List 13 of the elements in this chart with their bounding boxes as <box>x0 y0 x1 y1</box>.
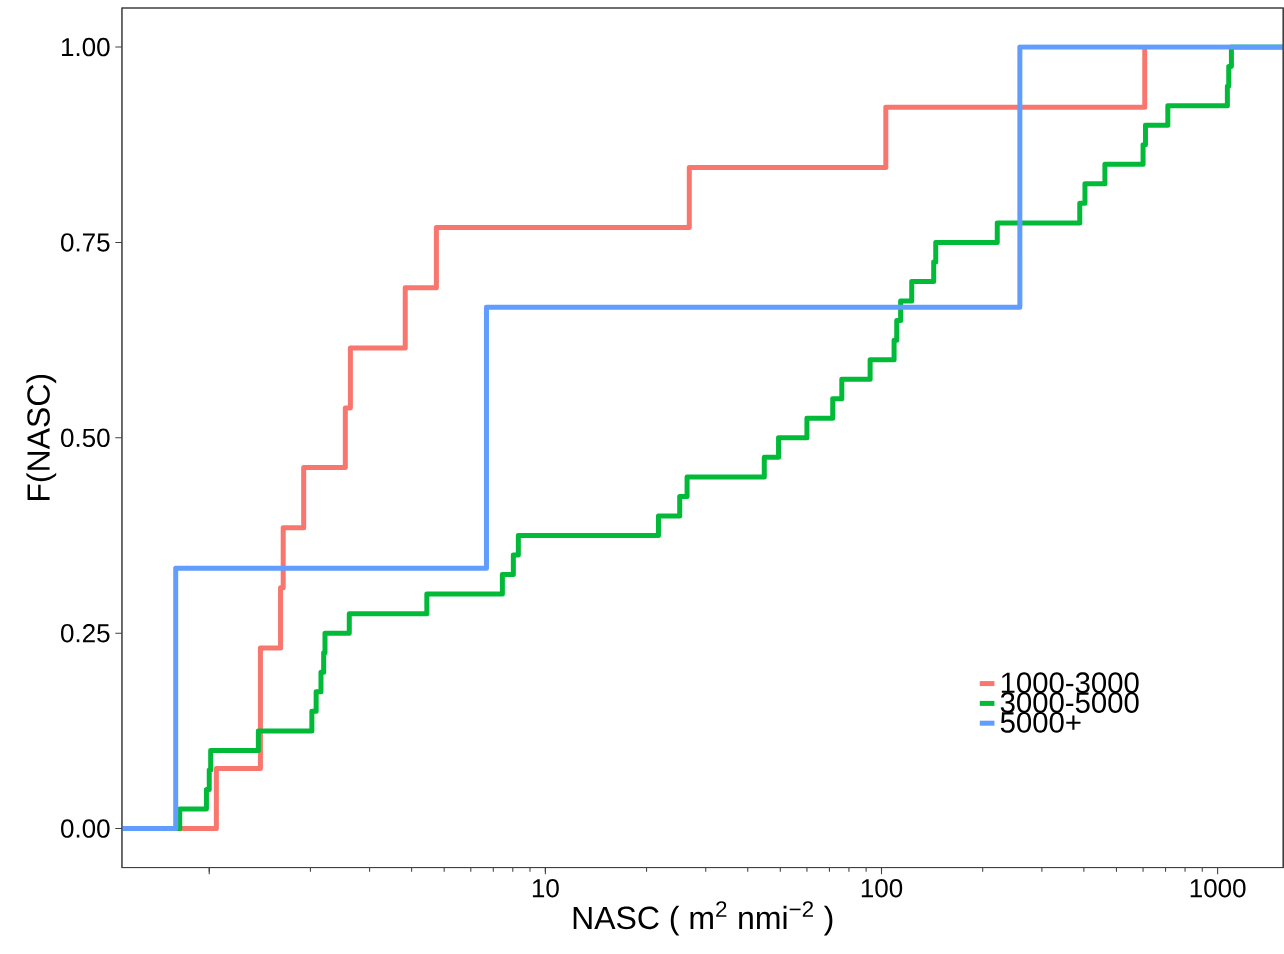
x-tick-label: 100 <box>861 879 903 898</box>
x-tick-label: 1000 <box>1190 879 1246 898</box>
legend-label: 1000-3000 <box>1001 672 1139 694</box>
y-tick-label: 0.75 <box>61 233 110 252</box>
legend-label: 3000-5000 <box>1000 692 1139 714</box>
y-tick-label: 1.00 <box>61 38 110 57</box>
y-tick-label: 0.50 <box>61 428 110 448</box>
y-axis-title: F(NASC) <box>26 375 57 501</box>
legend-label: 5000+ <box>1000 712 1081 733</box>
y-tick-label: 0.25 <box>61 624 110 643</box>
y-tick-label: 0.00 <box>61 819 110 838</box>
x-axis-title: NASC ( m$^{2}$ nmi$^{−2}$ ) <box>573 901 833 936</box>
x-tick-label: 10 <box>532 879 559 898</box>
